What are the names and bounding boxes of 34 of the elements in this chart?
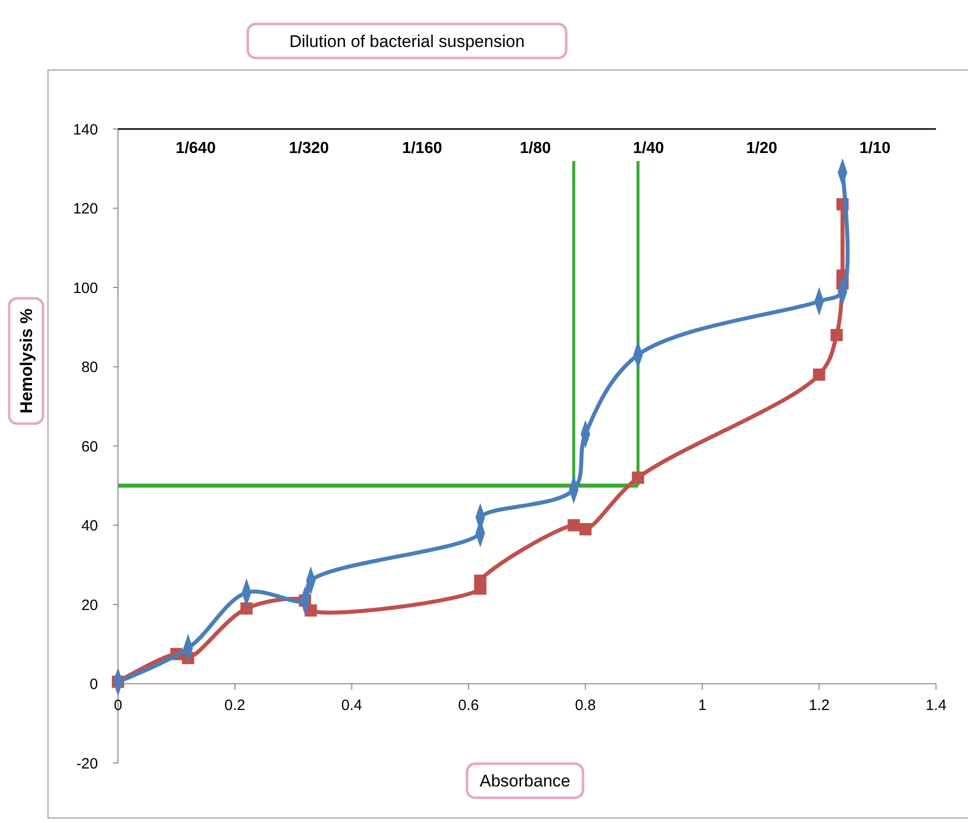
x-tick-label: 0.2 (224, 696, 246, 714)
y-tick-label: 140 (72, 121, 98, 138)
annotation: 1/640 (176, 140, 216, 157)
y-tick-label: 40 (81, 518, 98, 534)
y-tick-label: -20 (76, 755, 98, 772)
annotation: 1/20 (746, 140, 778, 157)
x-tick-label: 1 (698, 696, 706, 714)
point (240, 602, 253, 615)
y-tick-label: 80 (81, 359, 98, 376)
y-tick-label: 20 (81, 596, 98, 614)
x-tick-label: 1.2 (808, 696, 830, 714)
x-tick-label: 0.4 (341, 696, 362, 714)
point (830, 328, 843, 342)
point (632, 472, 644, 484)
point (568, 519, 580, 532)
x-tick-label: 0.8 (575, 696, 596, 714)
x2-axis-title: Dilution of bacterial suspension (289, 32, 525, 51)
point (813, 368, 826, 381)
y-tick-label: 0 (90, 676, 98, 693)
annotation: 1/40 (632, 140, 664, 157)
annotation: 1/80 (520, 140, 551, 157)
x-tick-label: 1.4 (926, 696, 946, 714)
point (474, 574, 486, 587)
y-tick-label: 120 (72, 200, 98, 218)
y-tick-label: 100 (72, 280, 98, 297)
point (579, 523, 592, 536)
x-tick-label: 0 (114, 696, 122, 714)
y-tick-label: 60 (81, 438, 98, 456)
annotation: 1/160 (402, 140, 442, 157)
x-axis-title: Absorbance (480, 772, 570, 791)
annotation: 1/320 (288, 140, 330, 157)
annotation: 1/10 (859, 140, 891, 157)
y-axis-title: Hemolysis % (16, 308, 36, 414)
x-tick-label: 0.6 (458, 696, 479, 714)
